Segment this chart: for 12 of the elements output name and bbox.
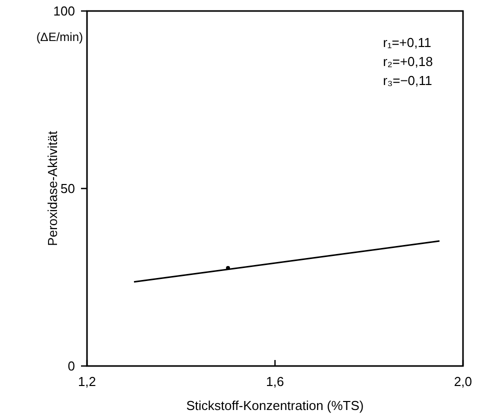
x-tick-label: 1,6 [266, 374, 284, 389]
x-tick-label: 1,2 [78, 374, 96, 389]
y-tick-label: 0 [68, 358, 75, 374]
y-axis-title: Peroxidase-Aktivität [45, 130, 60, 246]
annotation: r₃=−0,11 [383, 73, 432, 88]
x-axis-title: Stickstoff-Konzentration (%TS) [186, 398, 364, 413]
annotation: r₁=+0,11 [383, 35, 432, 50]
x-tick-label: 2,0 [454, 374, 472, 389]
text: (ΔE/min) [36, 30, 83, 44]
y-tick-label: 50 [60, 181, 75, 196]
y-tick-label: 100 [53, 4, 75, 19]
annotation: r₂=+0,18 [383, 54, 433, 69]
